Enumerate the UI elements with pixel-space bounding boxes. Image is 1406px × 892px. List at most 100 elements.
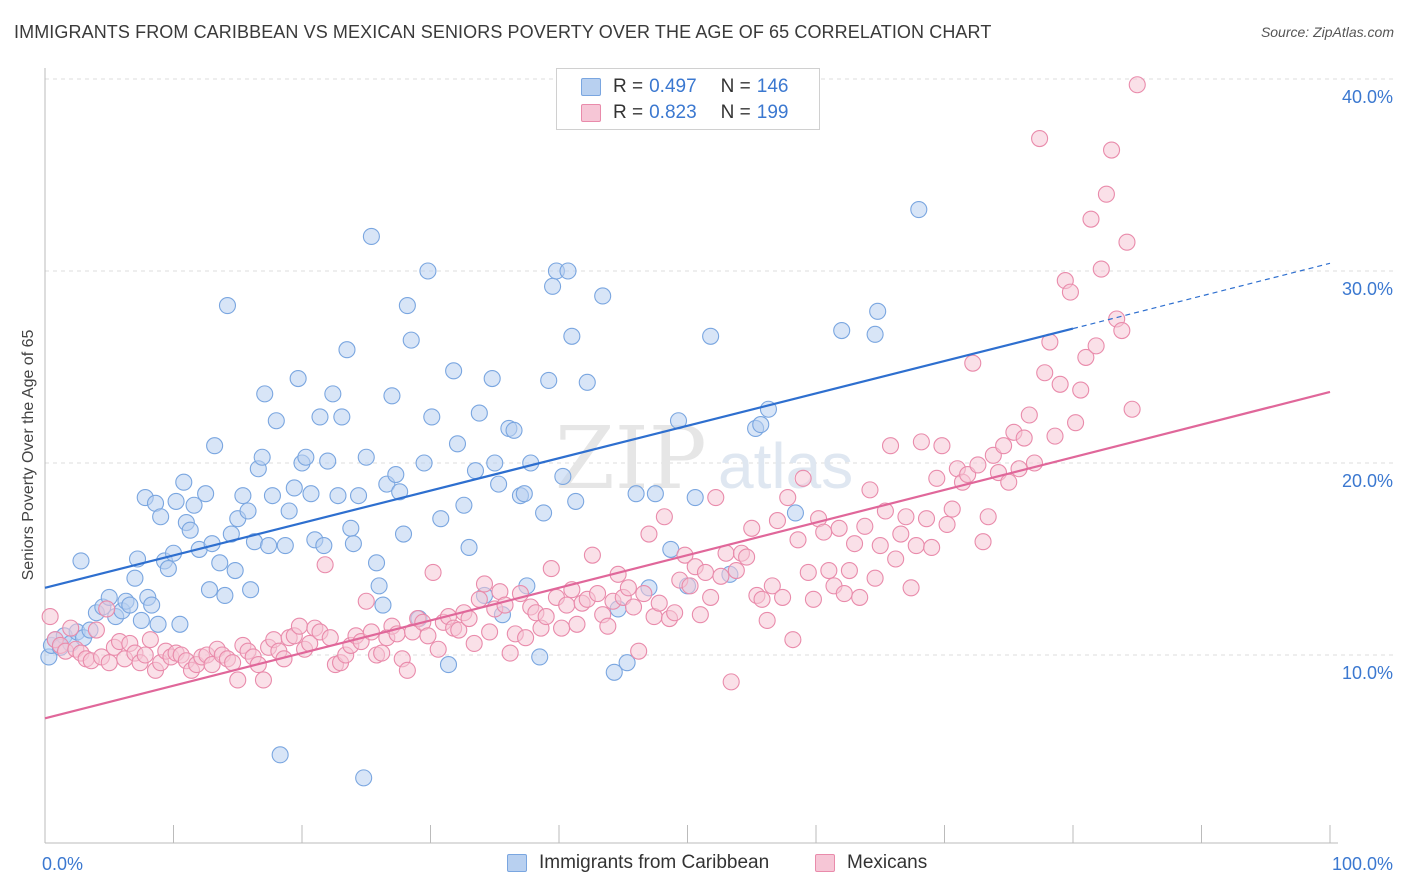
data-point-pink (964, 354, 982, 372)
data-point-blue (370, 577, 388, 595)
data-point-pink (779, 489, 797, 507)
data-point-blue (315, 537, 333, 555)
data-point-blue (152, 508, 170, 526)
data-point-blue (159, 560, 177, 578)
data-point-blue (544, 277, 562, 295)
data-point-blue (175, 473, 193, 491)
data-point-blue (627, 485, 645, 503)
legend-n-value: 146 (756, 76, 789, 97)
data-point-blue (374, 596, 392, 614)
data-point-blue (285, 479, 303, 497)
legend-item-mexicans[interactable]: Mexicans (815, 852, 927, 874)
data-point-pink (979, 508, 997, 526)
data-point-pink (871, 537, 889, 555)
data-point-pink (1015, 429, 1033, 447)
tick-labels: 10.0% 20.0% 30.0% 40.0% 0.0% 100.0% (42, 87, 1393, 874)
data-point-blue (391, 483, 409, 501)
data-point-pink (1097, 185, 1115, 203)
data-point-pink (1061, 283, 1079, 301)
data-point-pink (1103, 141, 1121, 159)
data-point-pink (254, 671, 273, 689)
y-axis-label: Seniors Poverty Over the Age of 65 (20, 330, 37, 581)
data-point-pink (635, 585, 653, 603)
series-legend: Immigrants from Caribbean Mexicans (0, 852, 1406, 878)
data-point-blue (460, 538, 478, 557)
data-point-blue (605, 663, 623, 681)
data-point-blue (222, 525, 240, 543)
data-point-pink (897, 508, 915, 526)
data-point-blue (455, 496, 473, 514)
trend-lines (44, 262, 1331, 720)
trend-line-pink (44, 390, 1331, 720)
data-point-blue (786, 504, 804, 522)
data-point-pink (465, 634, 483, 653)
data-point-pink (866, 569, 884, 587)
data-point-pink (87, 621, 105, 639)
data-point-blue (342, 519, 360, 537)
data-point-pink (912, 433, 930, 451)
legend-item-caribbean[interactable]: Immigrants from Caribbean (507, 852, 769, 874)
data-point-pink (1020, 406, 1038, 424)
data-point-blue (126, 569, 144, 587)
data-point-pink (1128, 76, 1146, 94)
data-point-blue (311, 408, 329, 426)
data-point-blue (559, 262, 577, 280)
data-point-blue (563, 327, 581, 345)
data-point-blue (333, 408, 351, 426)
data-point-blue (540, 371, 558, 389)
data-point-pink (753, 590, 771, 608)
data-point-blue (197, 485, 215, 503)
data-point-blue (338, 341, 356, 359)
data-point-pink (62, 619, 80, 637)
axes (44, 68, 1338, 844)
data-point-pink (1046, 427, 1064, 445)
data-point-pink (881, 437, 900, 455)
data-point-blue (515, 485, 533, 503)
data-point-blue (362, 227, 380, 245)
y-tick-label: 30.0% (1342, 279, 1393, 299)
data-point-blue (297, 448, 315, 466)
data-point-pink (630, 642, 648, 660)
data-point-blue (267, 412, 285, 430)
data-point-blue (185, 496, 203, 514)
data-point-blue (260, 537, 278, 555)
data-point-blue (505, 421, 523, 439)
y-tick-label: 20.0% (1342, 471, 1393, 491)
legend-n-label: N = (720, 102, 751, 123)
x-tick-label-min: 0.0% (42, 854, 83, 874)
data-point-blue (470, 404, 488, 422)
data-point-pink (1092, 260, 1110, 278)
data-point-pink (974, 533, 992, 551)
data-point-pink (681, 577, 699, 595)
data-point-pink (517, 629, 535, 647)
data-point-blue (402, 331, 420, 349)
data-point-blue (206, 437, 224, 455)
data-point-blue (234, 487, 252, 505)
data-point-pink (702, 588, 720, 606)
legend-r-value: 0.823 (649, 102, 697, 123)
data-point-blue (143, 596, 161, 614)
data-point-pink (1051, 375, 1069, 393)
data-point-blue (253, 448, 271, 466)
data-point-pink (861, 481, 879, 499)
data-point-pink (501, 644, 519, 662)
data-point-pink (928, 469, 946, 487)
legend-r-label: R = (613, 76, 644, 97)
data-point-pink (650, 594, 668, 612)
data-point-pink (969, 456, 987, 474)
legend-row-caribbean: R = 0.497 N = 146 (581, 74, 788, 100)
data-point-blue (211, 554, 229, 572)
data-point-blue (833, 321, 851, 340)
data-point-pink (820, 561, 838, 580)
legend-swatch-pink (815, 854, 835, 872)
data-point-blue (686, 489, 704, 507)
data-point-pink (640, 525, 658, 543)
data-point-blue (349, 487, 368, 505)
data-point-pink (655, 508, 673, 526)
data-point-pink (696, 563, 715, 581)
trend-line-blue-extension (1072, 262, 1331, 330)
legend-r-value: 0.497 (649, 76, 697, 97)
data-point-blue (432, 510, 450, 528)
data-point-pink (794, 469, 812, 487)
